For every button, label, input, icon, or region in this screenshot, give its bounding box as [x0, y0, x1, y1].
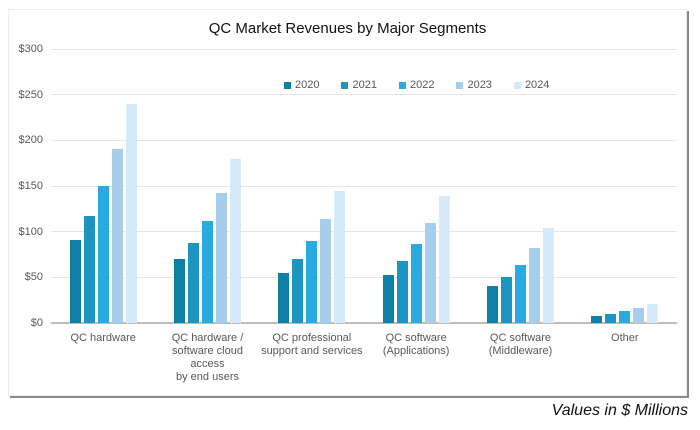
legend-label: 2023 [467, 79, 492, 91]
x-category-label-line: QC software [489, 332, 552, 344]
bar [69, 239, 81, 323]
bar [528, 248, 540, 323]
legend-item: 2021 [341, 79, 377, 91]
x-category-label-line: (Middleware) [488, 345, 553, 357]
legend-item: 2023 [456, 79, 492, 91]
bar [83, 216, 95, 323]
bar [486, 286, 498, 323]
x-category-label: QC software (Middleware) [468, 332, 572, 384]
x-category-label: QC professional support and services [260, 332, 364, 384]
bar [187, 242, 199, 323]
bar-group [69, 49, 137, 323]
legend-swatch [398, 81, 406, 89]
y-tick-label: $250 [18, 88, 43, 101]
bar [542, 228, 554, 323]
bar [229, 158, 241, 323]
footnote: Values in $ Millions [551, 402, 688, 419]
x-category-label-line: support and services [261, 345, 363, 357]
bar-group [382, 49, 450, 323]
gridline [51, 139, 677, 141]
bar [633, 308, 645, 323]
y-axis-labels: $0 $50 $100 $150 $200 $250 $300 [9, 43, 47, 329]
chart-frame: QC Market Revenues by Major Segments 202… [8, 9, 687, 396]
y-tick-label: $100 [18, 225, 43, 238]
bar-group [173, 49, 241, 323]
bar [396, 260, 408, 323]
x-axis-labels: QC hardware QC hardware / software cloud a… [51, 332, 677, 384]
plot-area [51, 48, 677, 324]
x-category-label-line: QC hardware [70, 332, 136, 344]
bar [605, 313, 617, 323]
gridline [51, 276, 677, 278]
bar [410, 243, 422, 323]
y-tick-label: $50 [24, 271, 43, 284]
bar [173, 259, 185, 323]
x-category-label: QC hardware [51, 332, 155, 384]
bar [292, 259, 304, 323]
bar [125, 103, 137, 323]
bar [111, 149, 123, 323]
bar-group [278, 49, 346, 323]
gridline [51, 231, 677, 233]
y-tick-label: $200 [18, 134, 43, 147]
legend-label: 2020 [295, 79, 320, 91]
bar [438, 196, 450, 323]
legend-swatch [284, 81, 291, 89]
y-tick-label: $0 [30, 317, 43, 329]
x-category-label-line: QC hardware / [171, 332, 244, 344]
bar [278, 272, 290, 323]
x-category-label: QC hardware / software cloud access by end… [155, 332, 259, 384]
bar [500, 277, 512, 323]
x-category-label: Other [573, 332, 677, 384]
chart-title: QC Market Revenues by Major Segments [208, 20, 487, 37]
legend-swatch [341, 81, 349, 89]
bar [591, 315, 603, 323]
legend-item: 2022 [398, 79, 435, 91]
gridline [51, 185, 677, 187]
x-axis-line [51, 322, 677, 324]
y-tick-label: $150 [18, 180, 43, 192]
bar-group [486, 49, 554, 323]
bar [647, 303, 659, 323]
legend-label: 2021 [352, 79, 377, 91]
x-category-label-line: QC software [385, 332, 447, 344]
legend-label: 2024 [524, 79, 550, 91]
bar [306, 240, 318, 323]
bar [215, 193, 227, 323]
legend-item: 2024 [513, 79, 550, 91]
bar [201, 220, 213, 323]
bar-groups [51, 49, 677, 323]
bar [334, 190, 346, 323]
bar [424, 222, 436, 323]
x-category-label-line: QC professional [272, 332, 352, 344]
bar [619, 311, 631, 323]
legend-swatch [513, 81, 521, 89]
y-tick-label: $300 [18, 43, 43, 55]
legend-item: 2020 [284, 79, 319, 91]
x-category-label: QC software (Applications) [364, 332, 468, 384]
bar [514, 264, 526, 323]
x-category-label-line: Other [611, 332, 639, 344]
legend: 2020 2021 2022 2023 2024 [284, 79, 549, 91]
bar-group [591, 49, 659, 323]
bar [382, 274, 394, 323]
x-category-label-line: (Applications) [382, 345, 450, 357]
x-category-label-line: software cloud access [172, 345, 243, 370]
bar [97, 186, 109, 323]
legend-label: 2022 [409, 79, 435, 91]
legend-swatch [456, 81, 464, 89]
gridline [51, 48, 677, 50]
x-category-label-line: by end users [176, 371, 239, 383]
gridline [51, 94, 677, 96]
bar [320, 218, 332, 323]
